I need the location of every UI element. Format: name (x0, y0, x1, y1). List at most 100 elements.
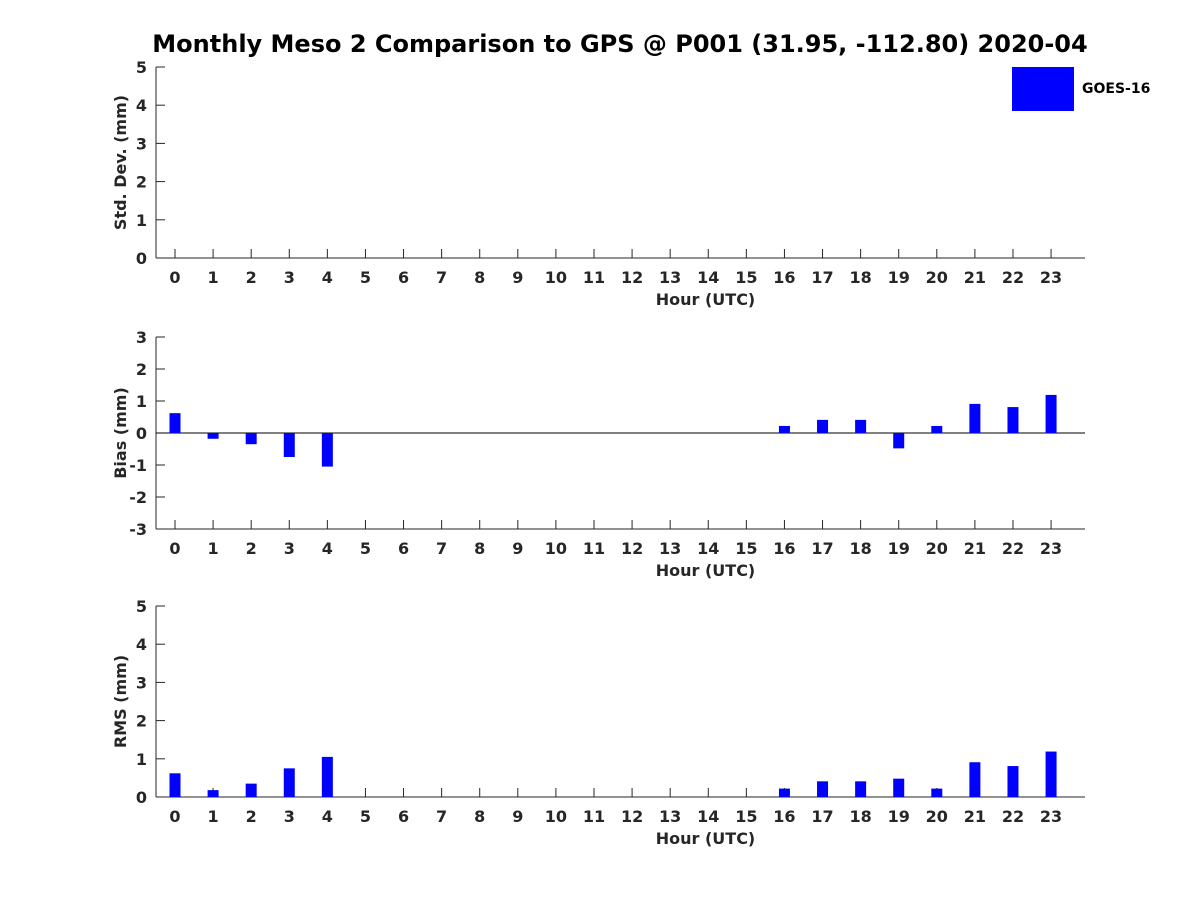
bias-bar (245, 433, 257, 445)
rms-bar (1007, 766, 1019, 797)
bias-y-tick-label: 3 (136, 328, 147, 347)
std-dev-x-tick-label: 4 (322, 268, 333, 287)
rms-bar (207, 790, 219, 797)
rms-bar (283, 768, 295, 797)
rms-bar (931, 788, 943, 797)
bias-bar (855, 419, 867, 433)
std-dev-x-tick-label: 21 (964, 268, 986, 287)
bias-x-tick-label: 2 (246, 539, 257, 558)
bias-bar (969, 403, 981, 433)
rms-x-tick-label: 23 (1040, 807, 1062, 826)
bias-x-tick-label: 0 (169, 539, 180, 558)
std-dev-x-tick-label: 12 (621, 268, 643, 287)
bias-bar (283, 433, 295, 457)
std-dev-x-tick-label: 7 (436, 268, 447, 287)
bias-x-tick-label: 16 (773, 539, 795, 558)
rms-x-tick-label: 8 (474, 807, 485, 826)
legend-label: GOES-16 (1082, 81, 1151, 97)
std-dev-x-tick-label: 17 (811, 268, 833, 287)
bias-bar (1007, 407, 1019, 433)
rms-bar (778, 788, 790, 797)
std-dev-x-tick-label: 2 (246, 268, 257, 287)
chart-title: Monthly Meso 2 Comparison to GPS @ P001 … (152, 30, 1088, 58)
bias-x-tick-label: 12 (621, 539, 643, 558)
std-dev-x-tick-label: 23 (1040, 268, 1062, 287)
rms-x-tick-label: 21 (964, 807, 986, 826)
rms-x-tick-label: 0 (169, 807, 180, 826)
rms-x-tick-label: 16 (773, 807, 795, 826)
rms-y-label: RMS (mm) (111, 655, 130, 748)
legend-swatch (1012, 67, 1074, 111)
bias-bar (169, 413, 181, 433)
bias-x-tick-label: 4 (322, 539, 333, 558)
bias-x-tick-label: 19 (888, 539, 910, 558)
bias-x-tick-label: 7 (436, 539, 447, 558)
bias-x-label: Hour (UTC) (656, 561, 756, 580)
bias-y-tick-label: 2 (136, 360, 147, 379)
std-dev-x-tick-label: 11 (583, 268, 605, 287)
std-dev-y-tick-label: 4 (136, 96, 147, 115)
std-dev-y-tick-label: 0 (136, 249, 147, 268)
rms-x-tick-label: 11 (583, 807, 605, 826)
std-dev-x-tick-label: 10 (545, 268, 567, 287)
rms-x-tick-label: 18 (849, 807, 871, 826)
rms-x-tick-label: 6 (398, 807, 409, 826)
rms-x-tick-label: 4 (322, 807, 333, 826)
rms-x-tick-label: 19 (888, 807, 910, 826)
rms-y-tick-label: 3 (136, 673, 147, 692)
rms-bar (321, 756, 333, 797)
rms-x-tick-label: 5 (360, 807, 371, 826)
bias-y-label: Bias (mm) (111, 387, 130, 479)
bias-x-tick-label: 20 (926, 539, 948, 558)
std-dev-x-tick-label: 3 (284, 268, 295, 287)
rms-x-label: Hour (UTC) (656, 829, 756, 848)
rms-bar (969, 762, 981, 797)
rms-bar (817, 781, 829, 797)
bias-x-tick-label: 9 (512, 539, 523, 558)
std-dev-x-tick-label: 19 (888, 268, 910, 287)
std-dev-x-tick-label: 5 (360, 268, 371, 287)
std-dev-x-tick-label: 8 (474, 268, 485, 287)
rms-x-tick-label: 17 (811, 807, 833, 826)
legend: GOES-16 (1012, 67, 1152, 111)
rms-x-tick-label: 2 (246, 807, 257, 826)
rms-x-tick-label: 9 (512, 807, 523, 826)
rms-x-tick-label: 15 (735, 807, 757, 826)
rms-bar (245, 783, 257, 797)
std-dev-x-tick-label: 18 (849, 268, 871, 287)
bias-y-tick-label: 1 (136, 392, 147, 411)
bias-x-tick-label: 22 (1002, 539, 1024, 558)
std-dev-y-tick-label: 1 (136, 211, 147, 230)
bias-bar (1045, 394, 1057, 433)
std-dev-x-tick-label: 6 (398, 268, 409, 287)
rms-bar (1045, 751, 1057, 797)
std-dev-x-tick-label: 13 (659, 268, 681, 287)
rms-x-tick-label: 20 (926, 807, 948, 826)
rms-bar (169, 773, 181, 797)
bias-x-tick-label: 6 (398, 539, 409, 558)
std-dev-x-tick-label: 20 (926, 268, 948, 287)
bias-x-tick-label: 1 (208, 539, 219, 558)
rms-x-tick-label: 7 (436, 807, 447, 826)
bias-bar (931, 425, 943, 433)
bias-bar (207, 433, 219, 439)
rms-x-tick-label: 1 (208, 807, 219, 826)
bias-x-tick-label: 8 (474, 539, 485, 558)
std-dev-y-tick-label: 3 (136, 134, 147, 153)
std-dev-x-tick-label: 15 (735, 268, 757, 287)
rms-x-tick-label: 13 (659, 807, 681, 826)
std-dev-x-tick-label: 9 (512, 268, 523, 287)
rms-bar (855, 781, 867, 797)
rms-bar (893, 778, 905, 797)
std-dev-x-tick-label: 22 (1002, 268, 1024, 287)
bias-bar (893, 433, 905, 449)
bias-y-tick-label: -1 (129, 456, 147, 475)
std-dev-x-tick-label: 0 (169, 268, 180, 287)
rms-y-tick-label: 2 (136, 712, 147, 731)
rms-x-tick-label: 14 (697, 807, 719, 826)
